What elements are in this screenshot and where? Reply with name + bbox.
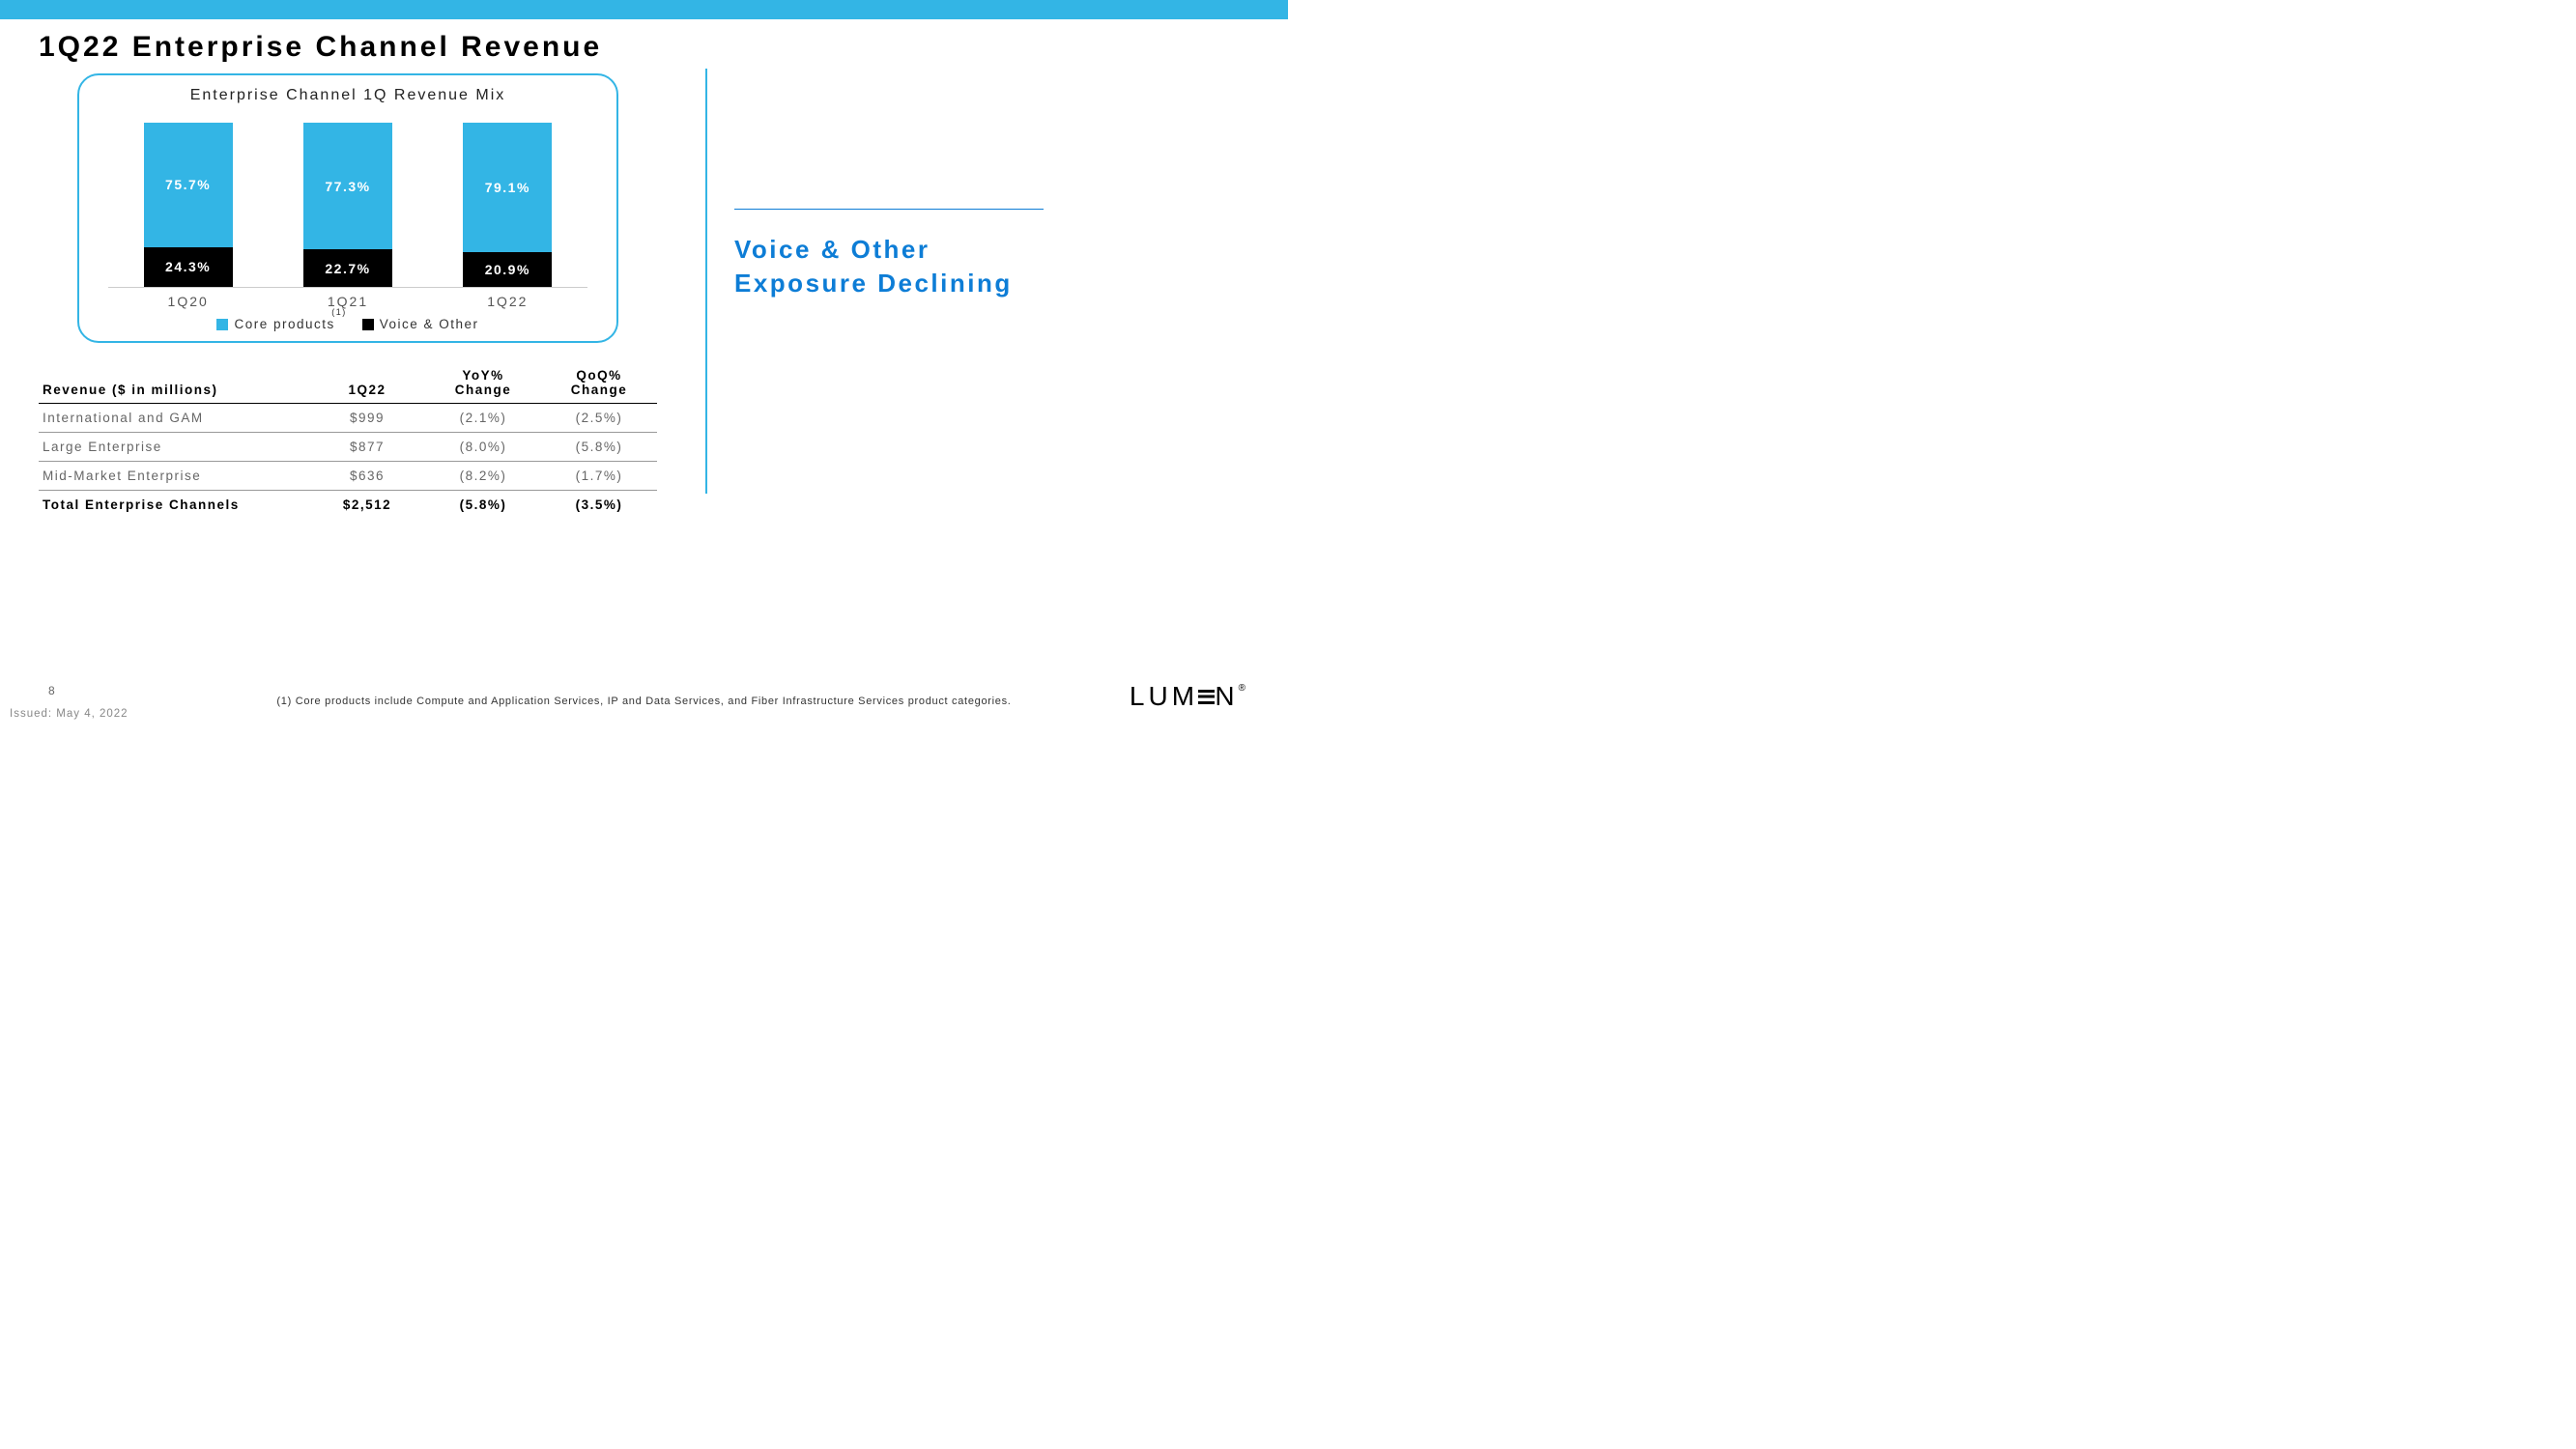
- table-cell: (8.0%): [425, 433, 541, 462]
- chart-bar-segment: 79.1%: [463, 123, 552, 252]
- table-cell: $877: [309, 433, 425, 462]
- table-cell: (5.8%): [541, 433, 657, 462]
- right-accent-rule: [734, 209, 1044, 210]
- table-cell: $999: [309, 404, 425, 433]
- legend-swatch: [362, 319, 374, 330]
- revenue-mix-chart-card: Enterprise Channel 1Q Revenue Mix 75.7%2…: [77, 73, 618, 343]
- table-total-cell: $2,512: [309, 491, 425, 520]
- table-row: Large Enterprise$877(8.0%)(5.8%): [39, 433, 657, 462]
- legend-swatch: [216, 319, 228, 330]
- table-header-cell: YoY%Change: [425, 362, 541, 404]
- logo-text: LUMN: [1130, 681, 1239, 711]
- chart-bar-segment: 20.9%: [463, 252, 552, 287]
- footnote: (1) Core products include Compute and Ap…: [39, 696, 1249, 707]
- table-cell: International and GAM: [39, 404, 309, 433]
- table-header-cell: Revenue ($ in millions): [39, 362, 309, 404]
- chart-bars-area: 75.7%24.3% 77.3%22.7% 79.1%20.9%: [108, 114, 587, 288]
- revenue-table: Revenue ($ in millions)1Q22YoY%ChangeQoQ…: [39, 362, 657, 519]
- table-cell: $636: [309, 462, 425, 491]
- slide-content: 1Q22 Enterprise Channel Revenue Enterpri…: [0, 19, 1288, 724]
- page-title: 1Q22 Enterprise Channel Revenue: [39, 31, 1249, 64]
- legend-item: Voice & Other: [362, 317, 479, 331]
- table-cell: (2.5%): [541, 404, 657, 433]
- chart-bar-group: 79.1%20.9%: [454, 123, 560, 287]
- lumen-logo: LUMN®: [1130, 681, 1249, 712]
- headline-line-1: Voice & Other: [734, 235, 930, 264]
- issued-date: Issued: May 4, 2022: [10, 708, 129, 720]
- table-cell: Large Enterprise: [39, 433, 309, 462]
- left-column: Enterprise Channel 1Q Revenue Mix 75.7%2…: [39, 73, 657, 519]
- chart-bar-group: 77.3%22.7%: [295, 123, 401, 287]
- headline-line-2: Exposure Declining: [734, 269, 1013, 298]
- table-header-cell: 1Q22: [309, 362, 425, 404]
- chart-category-label: 1Q20: [135, 294, 242, 309]
- table-row: International and GAM$999(2.1%)(2.5%): [39, 404, 657, 433]
- chart-category-label: 1Q21: [295, 294, 401, 309]
- table-cell: (8.2%): [425, 462, 541, 491]
- table-body: International and GAM$999(2.1%)(2.5%)Lar…: [39, 404, 657, 520]
- chart-bar-group: 75.7%24.3%: [135, 123, 242, 287]
- table-total-cell: (5.8%): [425, 491, 541, 520]
- legend-label: Core products: [234, 317, 334, 331]
- table-cell: (2.1%): [425, 404, 541, 433]
- chart-bar-segment: 77.3%: [303, 123, 392, 249]
- vertical-divider: [705, 69, 707, 494]
- table-header-cell: QoQ%Change: [541, 362, 657, 404]
- table-row: Mid-Market Enterprise$636(8.2%)(1.7%): [39, 462, 657, 491]
- legend-item: Core products(1): [216, 317, 334, 331]
- footer: 8 (1) Core products include Compute and …: [39, 696, 1249, 707]
- right-headline: Voice & Other Exposure Declining: [734, 233, 1249, 300]
- chart-bar-segment: 24.3%: [144, 247, 233, 287]
- chart-bar-segment: 22.7%: [303, 249, 392, 287]
- chart-category-labels: 1Q20 1Q21 1Q22: [108, 294, 587, 309]
- legend-footnote-ref: (1): [331, 307, 347, 317]
- table-total-row: Total Enterprise Channels$2,512(5.8%)(3.…: [39, 491, 657, 520]
- right-column: Voice & Other Exposure Declining: [705, 73, 1249, 519]
- chart-legend: Core products(1) Voice & Other: [108, 317, 587, 331]
- chart-title: Enterprise Channel 1Q Revenue Mix: [108, 87, 587, 104]
- chart-category-label: 1Q22: [454, 294, 560, 309]
- table-cell: Mid-Market Enterprise: [39, 462, 309, 491]
- logo-registered-mark: ®: [1239, 683, 1249, 694]
- table-cell: (1.7%): [541, 462, 657, 491]
- table-total-cell: Total Enterprise Channels: [39, 491, 309, 520]
- page-number: 8: [48, 684, 56, 697]
- table-total-cell: (3.5%): [541, 491, 657, 520]
- top-accent-bar: [0, 0, 1288, 19]
- main-layout-row: Enterprise Channel 1Q Revenue Mix 75.7%2…: [39, 73, 1249, 519]
- legend-label: Voice & Other: [380, 317, 479, 331]
- table-header-row: Revenue ($ in millions)1Q22YoY%ChangeQoQ…: [39, 362, 657, 404]
- chart-bar-segment: 75.7%: [144, 123, 233, 247]
